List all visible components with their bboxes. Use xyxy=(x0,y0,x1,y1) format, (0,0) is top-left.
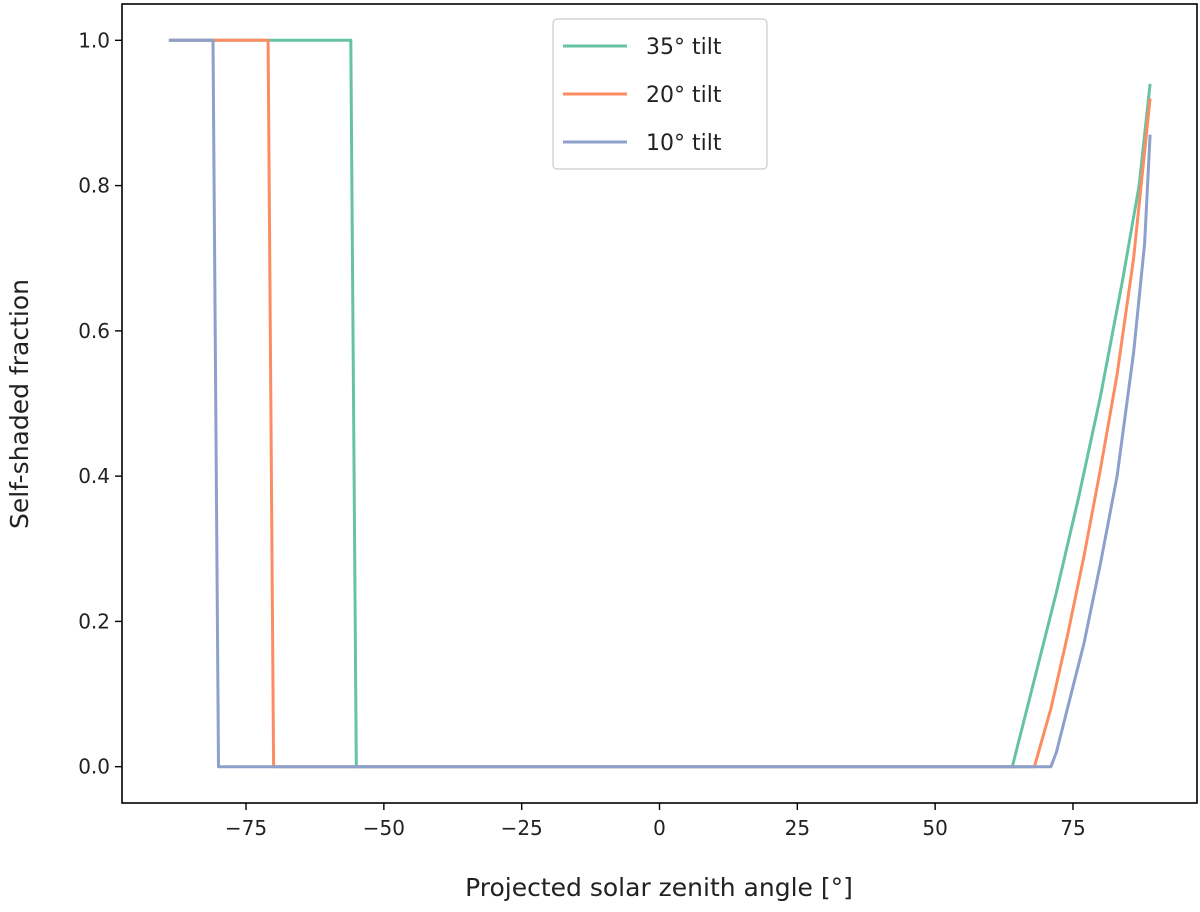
y-tick-label: 0.4 xyxy=(78,464,110,488)
legend: 35° tilt 20° tilt 10° tilt xyxy=(552,18,768,170)
legend-label-1: 35° tilt xyxy=(646,35,722,60)
y-axis-label: Self-shaded fraction xyxy=(5,279,34,529)
y-tick-label: 0.2 xyxy=(78,609,110,633)
y-tick-label: 0.0 xyxy=(78,755,110,779)
x-tick-label: 0 xyxy=(653,816,666,840)
x-tick-label: −75 xyxy=(225,816,267,840)
y-axis: 0.0 0.2 0.4 0.6 0.8 1.0 xyxy=(78,28,122,779)
series-line-1 xyxy=(168,38,1152,769)
legend-label-2: 20° tilt xyxy=(646,83,722,108)
y-tick-label: 0.6 xyxy=(78,319,110,343)
x-axis: −75 −50 −25 0 25 50 75 xyxy=(225,803,1086,840)
x-axis-label: Projected solar zenith angle [°] xyxy=(465,873,853,902)
x-tick-label: 25 xyxy=(785,816,810,840)
legend-box xyxy=(552,18,768,170)
x-tick-label: −50 xyxy=(363,816,405,840)
series-layer xyxy=(168,38,1152,769)
legend-label-3: 10° tilt xyxy=(646,131,722,156)
series-line-2 xyxy=(168,38,1152,769)
series-line-3 xyxy=(168,38,1152,769)
x-tick-label: −25 xyxy=(501,816,543,840)
y-tick-label: 1.0 xyxy=(78,28,110,52)
x-tick-label: 75 xyxy=(1060,816,1085,840)
y-tick-label: 0.8 xyxy=(78,174,110,198)
x-tick-label: 50 xyxy=(922,816,947,840)
